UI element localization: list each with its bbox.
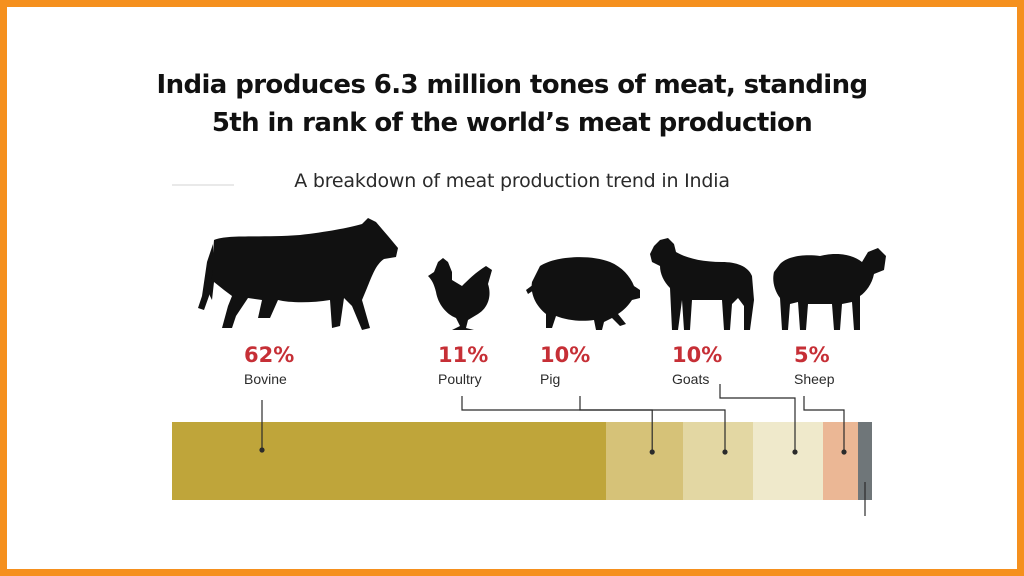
category-label-goats: Goats: [672, 371, 709, 387]
chart-title-line-1: India produces 6.3 million tones of meat…: [156, 70, 869, 100]
bar-segment-goats: [753, 422, 823, 500]
pct-label-goats: 10%: [672, 343, 722, 367]
category-label-bovine: Bovine: [244, 371, 287, 387]
leader-line-goats: [719, 384, 796, 452]
chart-subtitle: A breakdown of meat production trend in …: [294, 170, 730, 192]
category-label-pig: Pig: [540, 371, 560, 387]
leader-line-poultry: [461, 396, 653, 452]
cow-icon: [198, 218, 398, 330]
category-label-poultry: Poultry: [438, 371, 482, 387]
category-label-sheep: Sheep: [794, 371, 835, 387]
bar-segment-pig: [683, 422, 753, 500]
leader-line-sheep: [803, 396, 845, 452]
sheep-icon: [773, 248, 886, 330]
bar-segment-sheep: [823, 422, 858, 500]
subtitle-dash-decoration: [172, 184, 234, 186]
leader-dot-goats: [792, 449, 798, 455]
chart-title-line-2: 5th in rank of the world’s meat producti…: [211, 108, 813, 138]
bar-segment-bovine: [172, 422, 606, 500]
pct-label-sheep: 5%: [794, 343, 830, 367]
stacked-bar: [172, 422, 872, 500]
leader-dot-bovine: [259, 447, 265, 453]
leader-line-pig: [579, 396, 726, 452]
bar-segment-other: [858, 422, 872, 500]
pct-label-poultry: 11%: [438, 343, 488, 367]
chart-title: India produces 6.3 million tones of meat…: [0, 66, 1024, 142]
leader-lines: [259, 384, 866, 516]
leader-dot-poultry: [649, 449, 655, 455]
chicken-icon: [428, 258, 492, 330]
pct-label-bovine: 62%: [244, 343, 294, 367]
leader-dot-sheep: [841, 449, 847, 455]
leader-dot-pig: [722, 449, 728, 455]
bar-segment-poultry: [606, 422, 683, 500]
pct-label-pig: 10%: [540, 343, 590, 367]
goat-icon: [650, 238, 754, 330]
pig-icon: [526, 257, 640, 330]
